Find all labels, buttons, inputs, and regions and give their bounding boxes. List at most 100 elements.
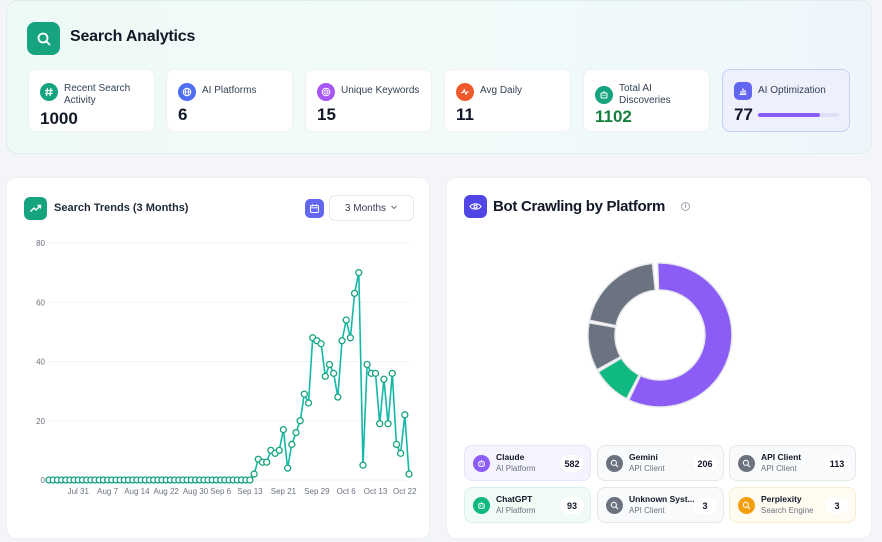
donut-slice-claude[interactable]: [627, 262, 733, 408]
data-point[interactable]: [334, 393, 342, 401]
data-point[interactable]: [380, 375, 388, 383]
data-point[interactable]: [338, 337, 346, 345]
stat-value: 1000: [40, 109, 78, 128]
bot-legend-item[interactable]: API Client API Client 113: [729, 445, 856, 481]
data-point[interactable]: [275, 446, 283, 455]
data-point[interactable]: [250, 470, 258, 478]
hash-icon: [40, 83, 58, 101]
y-tick-label: 80: [36, 239, 45, 248]
data-point[interactable]: [304, 399, 313, 407]
range-select-value: 3 Months: [344, 202, 387, 214]
stat-label: Total AI Discoveries: [619, 83, 671, 106]
stat-value: 1102: [595, 107, 632, 126]
bot-name: Unknown Syst...: [629, 494, 695, 504]
donut-slice-chatgpt[interactable]: [597, 357, 641, 400]
bot-type: Search Engine: [761, 506, 814, 515]
activity-icon: [456, 83, 474, 101]
x-tick-label: Oct 22: [393, 487, 417, 496]
stat-label: AI Optimization: [758, 85, 826, 96]
stat-card-avg-daily[interactable]: Avg Daily 11: [444, 69, 571, 132]
x-tick-label: Sep 21: [271, 487, 297, 496]
data-point[interactable]: [292, 428, 300, 437]
optimization-progress-bar: [758, 113, 839, 117]
bot-count-badge: 582: [560, 455, 584, 472]
x-tick-label: Aug 14: [124, 487, 150, 496]
data-point[interactable]: [346, 334, 355, 342]
info-icon[interactable]: i: [681, 202, 690, 211]
data-point[interactable]: [355, 268, 363, 277]
bot-name: Perplexity: [761, 494, 802, 504]
bot-legend-item[interactable]: ChatGPT AI Platform 93: [464, 487, 591, 523]
y-tick-label: 20: [36, 417, 45, 426]
bot-crawling-card: Bot Crawling by Platform i Claude AI Plat…: [446, 177, 872, 539]
bot-count-badge: 206: [693, 455, 717, 472]
bot-name: API Client: [761, 452, 802, 462]
bot-count-badge: 113: [825, 455, 849, 472]
data-point[interactable]: [263, 458, 271, 466]
bot-name: Claude: [496, 452, 525, 462]
donut-slice-gemini[interactable]: [588, 262, 657, 327]
data-point[interactable]: [401, 411, 409, 419]
x-tick-label: Oct 6: [337, 487, 357, 496]
stat-value: 11: [456, 105, 474, 124]
data-point[interactable]: [363, 360, 371, 369]
x-tick-label: Aug 7: [97, 487, 118, 496]
donut-slice-api-client[interactable]: [587, 321, 622, 371]
data-point[interactable]: [405, 470, 413, 478]
stat-card-total-ai-discoveries[interactable]: Total AI Discoveries 1102: [583, 69, 710, 132]
bot-legend-item[interactable]: Claude AI Platform 582: [464, 445, 591, 481]
trending-up-icon: [24, 197, 47, 220]
data-point[interactable]: [296, 417, 304, 425]
data-point[interactable]: [283, 464, 292, 472]
bot-legend-item[interactable]: Gemini API Client 206: [597, 445, 724, 481]
data-point[interactable]: [288, 440, 296, 449]
stat-value: 77: [734, 105, 753, 124]
bot-type: AI Platform: [496, 464, 536, 473]
eye-icon: [464, 195, 487, 218]
range-select[interactable]: 3 Months: [329, 195, 414, 221]
data-point[interactable]: [246, 476, 254, 484]
search-icon: [606, 455, 623, 472]
calendar-icon[interactable]: [305, 199, 324, 218]
stat-label: Recent Search Activity: [64, 83, 131, 106]
bot-count-badge: 3: [825, 497, 849, 514]
robot-icon: [473, 455, 490, 472]
stat-card-recent-search[interactable]: Recent Search Activity 1000: [28, 69, 155, 132]
bot-legend-item[interactable]: Unknown Syst... API Client 3: [597, 487, 724, 523]
stat-label: Unique Keywords: [341, 85, 420, 96]
stat-card-ai-optimization[interactable]: AI Optimization 77: [722, 69, 850, 132]
stat-value: 15: [317, 105, 336, 124]
bot-crawling-donut: [587, 262, 733, 408]
data-point[interactable]: [384, 420, 392, 428]
y-tick-label: 0: [41, 476, 46, 485]
data-point[interactable]: [371, 369, 380, 378]
bot-type: API Client: [629, 506, 665, 515]
y-tick-label: 40: [36, 358, 45, 367]
search-icon: [738, 455, 755, 472]
stat-value: 6: [178, 105, 188, 124]
stat-card-unique-keywords[interactable]: Unique Keywords 15: [305, 69, 432, 132]
bot-type: API Client: [761, 464, 797, 473]
bot-legend-item[interactable]: Perplexity Search Engine 3: [729, 487, 856, 523]
chevron-down-icon: [390, 203, 398, 214]
stat-label: Avg Daily: [480, 85, 523, 96]
data-point[interactable]: [317, 340, 325, 348]
bot-name: Gemini: [629, 452, 658, 462]
data-point[interactable]: [392, 440, 401, 449]
data-point[interactable]: [342, 316, 350, 324]
data-point[interactable]: [279, 425, 288, 434]
data-point[interactable]: [388, 369, 396, 378]
data-point[interactable]: [325, 360, 334, 369]
x-tick-label: Aug 22: [154, 487, 180, 496]
data-point[interactable]: [321, 372, 329, 380]
data-point[interactable]: [396, 449, 405, 457]
data-point[interactable]: [376, 420, 384, 428]
data-point[interactable]: [359, 461, 367, 469]
data-point[interactable]: [330, 369, 338, 378]
data-point[interactable]: [350, 289, 359, 298]
x-tick-label: Oct 13: [364, 487, 388, 496]
stat-card-ai-platforms[interactable]: AI Platforms 6: [166, 69, 293, 132]
bot-name: ChatGPT: [496, 494, 533, 504]
data-point[interactable]: [300, 390, 308, 398]
